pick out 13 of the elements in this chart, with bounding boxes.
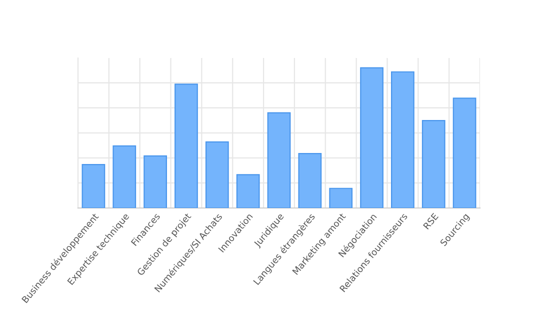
bar (422, 120, 446, 208)
bar (360, 67, 384, 208)
bar (236, 174, 260, 208)
bar (298, 153, 322, 208)
bar (174, 84, 198, 208)
bar (391, 71, 414, 208)
bar (205, 141, 229, 208)
bar (144, 155, 167, 208)
bar (82, 164, 106, 208)
bar (452, 98, 476, 208)
bar (112, 145, 136, 208)
bar (329, 188, 353, 208)
bar (267, 112, 291, 208)
